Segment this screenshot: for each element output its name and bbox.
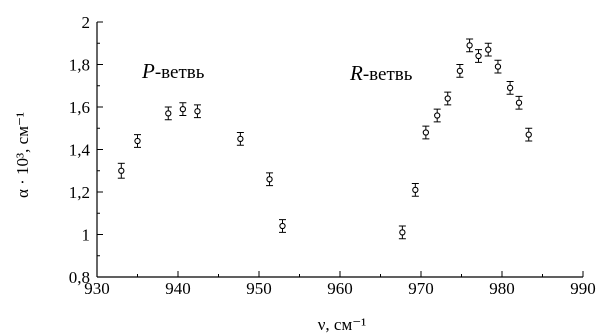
data-point bbox=[164, 106, 172, 121]
data-point bbox=[444, 91, 452, 106]
data-point bbox=[278, 219, 286, 233]
data-point bbox=[506, 81, 514, 95]
point-marker bbox=[266, 176, 273, 183]
y-axis-label: α · 10³, см⁻¹ bbox=[13, 112, 32, 198]
point-marker bbox=[279, 222, 286, 230]
data-point bbox=[266, 172, 274, 187]
x-tick-label: 990 bbox=[570, 279, 596, 298]
x-tick-label: 950 bbox=[246, 279, 272, 298]
data-point bbox=[422, 125, 430, 140]
axes bbox=[96, 22, 583, 278]
y-tick-label: 1,6 bbox=[69, 98, 90, 117]
tick-labels: 930 940 950 960 970 980 990 0,8 1 1,2 1,4 1,6 1,8 2 bbox=[69, 13, 596, 298]
y-tick-label: 1 bbox=[82, 226, 91, 245]
data-point bbox=[433, 108, 441, 123]
x-tick-label: 940 bbox=[165, 279, 191, 298]
data-point bbox=[193, 104, 201, 119]
data-point bbox=[484, 42, 492, 57]
data-point bbox=[236, 132, 244, 146]
point-marker bbox=[506, 84, 514, 92]
point-marker bbox=[134, 137, 141, 145]
y-tick-label: 1,2 bbox=[69, 183, 90, 202]
point-marker bbox=[237, 135, 244, 143]
y-tick-label: 1,4 bbox=[69, 141, 91, 160]
data-point bbox=[179, 102, 187, 116]
x-tick-label: 960 bbox=[327, 279, 353, 298]
ticks bbox=[96, 21, 584, 278]
point-marker bbox=[485, 46, 492, 53]
x-axis-label: ν, см⁻¹ bbox=[318, 315, 367, 333]
data-point bbox=[494, 59, 502, 74]
x-tick-label: 970 bbox=[408, 279, 434, 298]
point-marker bbox=[456, 67, 464, 75]
point-marker bbox=[194, 108, 201, 115]
data-point bbox=[411, 183, 419, 197]
data-point bbox=[475, 49, 483, 63]
point-marker bbox=[179, 105, 187, 113]
point-marker bbox=[434, 112, 441, 119]
point-marker bbox=[165, 110, 172, 117]
data-point bbox=[456, 64, 464, 78]
data-points bbox=[117, 38, 533, 240]
y-tick-label: 0,8 bbox=[69, 268, 90, 287]
point-marker bbox=[475, 52, 482, 60]
point-marker bbox=[525, 131, 532, 138]
x-tick-label: 930 bbox=[84, 279, 110, 298]
point-marker bbox=[422, 129, 430, 136]
data-point bbox=[466, 38, 474, 53]
point-marker bbox=[515, 99, 523, 106]
annotation-p-branch: P-ветвь bbox=[141, 59, 205, 83]
data-point bbox=[398, 225, 406, 240]
data-point bbox=[117, 162, 125, 179]
annotation-r-branch: R-ветвь bbox=[349, 61, 413, 85]
y-tick-label: 1,8 bbox=[69, 56, 90, 75]
data-point bbox=[525, 127, 533, 142]
point-marker bbox=[466, 42, 473, 49]
point-marker bbox=[118, 167, 125, 174]
point-marker bbox=[399, 229, 406, 236]
point-marker bbox=[494, 63, 502, 70]
point-marker bbox=[444, 95, 451, 102]
data-point bbox=[134, 134, 141, 148]
x-tick-label: 980 bbox=[489, 279, 515, 298]
y-tick-label: 2 bbox=[82, 13, 91, 32]
point-marker bbox=[412, 186, 419, 194]
data-point bbox=[515, 95, 523, 110]
